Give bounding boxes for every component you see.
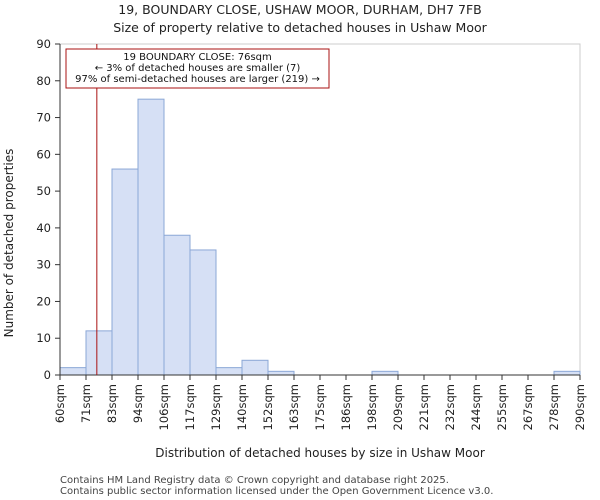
y-tick-label: 80 <box>36 74 51 88</box>
x-tick-label: 175sqm <box>313 384 327 430</box>
y-tick-label: 30 <box>36 258 51 272</box>
x-tick-label: 290sqm <box>573 384 587 430</box>
chart-title: 19, BOUNDARY CLOSE, USHAW MOOR, DURHAM, … <box>118 2 481 17</box>
bar <box>163 234 191 376</box>
x-tick-label: 209sqm <box>391 384 405 430</box>
bar <box>241 359 269 376</box>
y-tick-label: 0 <box>44 368 51 382</box>
bar <box>189 249 217 376</box>
bar <box>59 367 87 376</box>
x-tick-label: 60sqm <box>53 384 67 423</box>
axes: 0 10 20 30 40 50 60 70 80 90 60sqm 71sqm 83sqm 94sqm 1… <box>36 37 587 430</box>
bar <box>111 168 139 376</box>
x-tick-label: 152sqm <box>261 384 275 430</box>
x-tick-label: 198sqm <box>365 384 379 430</box>
y-axis-label: Number of detached properties <box>2 149 16 338</box>
footer-line-2: Contains public sector information licen… <box>60 486 493 497</box>
x-tick-label: 163sqm <box>287 384 301 430</box>
property-marker: 19 BOUNDARY CLOSE: 76sqm← 3% of detached… <box>65 44 330 375</box>
bars <box>59 98 581 376</box>
annotation-line: 19 BOUNDARY CLOSE: 76sqm <box>123 52 272 63</box>
y-tick-label: 40 <box>36 221 51 235</box>
x-tick-label: 106sqm <box>157 384 171 430</box>
bar <box>267 370 295 376</box>
y-tick-label: 10 <box>36 331 51 345</box>
y-tick-label: 20 <box>36 294 51 308</box>
x-tick-label: 117sqm <box>183 384 197 430</box>
x-tick-label: 83sqm <box>105 384 119 423</box>
bar <box>371 370 399 376</box>
y-tick-label: 60 <box>36 147 51 161</box>
bar <box>137 98 165 376</box>
annotation-box <box>65 48 330 89</box>
x-tick-label: 255sqm <box>495 384 509 430</box>
annotation-line: ← 3% of detached houses are smaller (7) <box>95 63 301 74</box>
annotation-line: 97% of semi-detached houses are larger (… <box>75 74 320 85</box>
chart-subtitle: Size of property relative to detached ho… <box>113 20 487 35</box>
x-tick-label: 244sqm <box>469 384 483 430</box>
bar <box>85 330 113 376</box>
x-tick-label: 221sqm <box>417 384 431 430</box>
y-tick-label: 90 <box>36 37 51 51</box>
x-axis-label: Distribution of detached houses by size … <box>155 446 485 460</box>
y-tick-label: 70 <box>36 111 51 125</box>
x-tick-label: 71sqm <box>79 384 93 423</box>
x-tick-label: 278sqm <box>547 384 561 430</box>
x-tick-label: 140sqm <box>235 384 249 430</box>
bar <box>215 367 243 376</box>
x-tick-label: 129sqm <box>209 384 223 430</box>
footer-line-1: Contains HM Land Registry data © Crown c… <box>60 475 449 486</box>
bar <box>553 370 581 376</box>
y-tick-label: 50 <box>36 184 51 198</box>
x-tick-label: 186sqm <box>339 384 353 430</box>
x-tick-label: 232sqm <box>443 384 457 430</box>
x-tick-label: 94sqm <box>131 384 145 423</box>
x-tick-label: 267sqm <box>521 384 535 430</box>
